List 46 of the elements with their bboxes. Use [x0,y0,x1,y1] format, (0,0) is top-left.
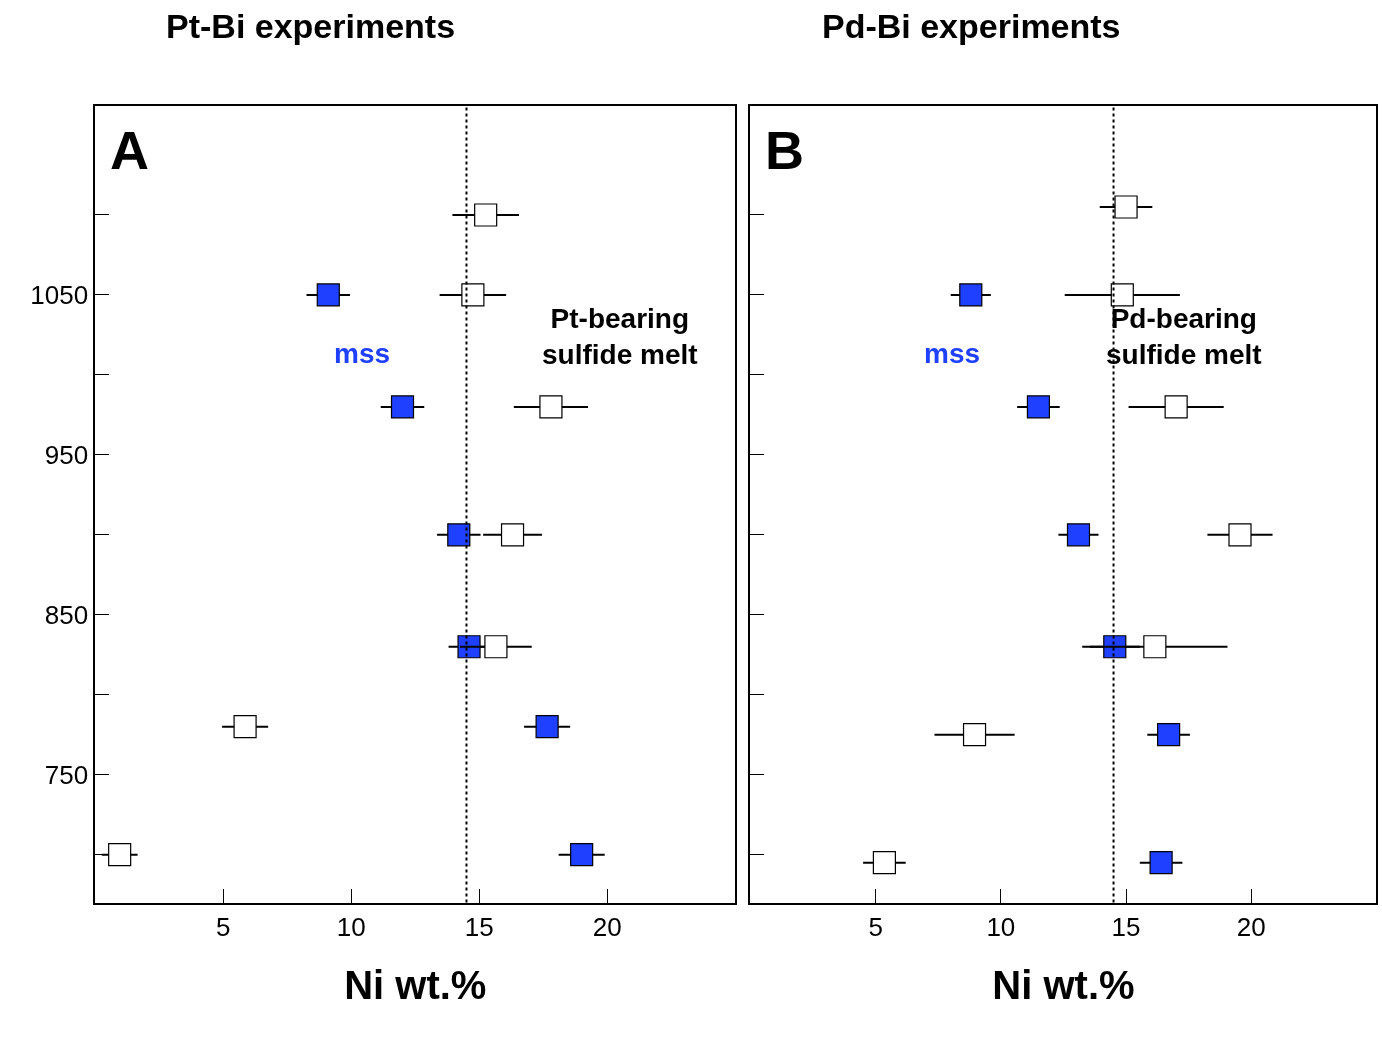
x-tick-label: 10 [336,911,366,942]
point [1114,195,1138,219]
chart-title: Pd-Bi experiments [822,7,1121,45]
point [1164,395,1188,419]
point [316,283,340,307]
x-tick-label: 20 [592,911,622,942]
point [570,843,594,867]
point [461,283,485,307]
annotation: A [110,120,149,180]
point [1110,283,1134,307]
y-tick-label: 1050 [30,280,89,311]
x-tick-label: 15 [1111,911,1141,942]
x-tick-label: 10 [986,911,1016,942]
series-label: mss [334,338,391,369]
legend-label: Pd-bearing sulfide melt [1106,303,1262,371]
point [1143,635,1167,659]
point [1026,395,1051,419]
x-tick-label: 5 [868,911,883,942]
point [539,395,563,419]
point [1149,851,1173,875]
point [1157,723,1181,747]
point [233,715,257,739]
x-tick-label: 20 [1236,911,1266,942]
point [1228,523,1252,547]
x-tick-label: 5 [216,911,231,942]
point [108,843,132,867]
point [447,523,471,547]
x-axis-title: Ni wt.% [992,962,1135,1007]
point [959,283,983,307]
y-tick-label: 750 [44,759,89,790]
point [390,395,415,419]
chart-title: Pt-Bi experiments [166,7,456,45]
point [500,523,525,547]
y-tick-label: 950 [44,439,89,470]
point [1066,523,1091,547]
y-tick-label: 850 [44,599,89,630]
x-axis-title: Ni wt.% [344,962,487,1007]
series-label: Pt-bearing sulfide melt [542,303,698,371]
x-tick-label: 15 [464,911,494,942]
point [474,203,498,227]
point [484,635,508,659]
point [535,715,559,739]
point [962,723,987,747]
annotation: B [765,120,804,180]
series-label: mss [924,338,981,369]
point [872,851,896,875]
